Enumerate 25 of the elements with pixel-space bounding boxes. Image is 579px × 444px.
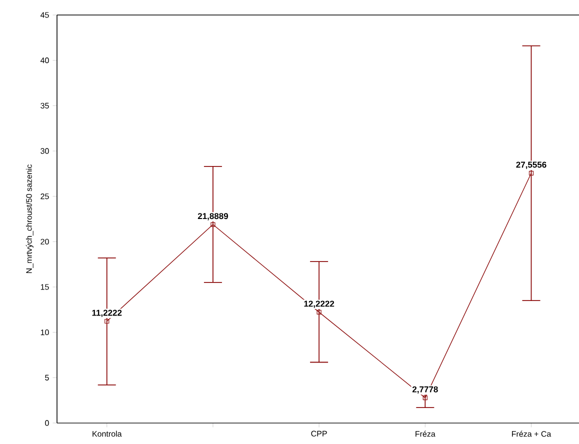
data-label: 2,7778 <box>412 386 438 394</box>
x-tick-label: Kontrola <box>92 430 122 437</box>
data-label: 12,2222 <box>304 300 334 308</box>
data-label: 11,2222 <box>92 310 122 318</box>
y-axis-title: N_mrtvých_chroust/50 sazenic <box>26 164 34 274</box>
x-tick-label: Fréza + Ca <box>512 430 552 437</box>
y-tick-label: 20 <box>40 238 49 244</box>
x-tick-label: CPP <box>311 430 327 436</box>
y-tick-label: 15 <box>40 284 49 290</box>
y-tick-label: 40 <box>40 58 49 64</box>
point <box>316 310 322 314</box>
y-tick-label: 0 <box>45 420 49 426</box>
y-tick-label: 25 <box>40 193 49 200</box>
data-label: 21,8889 <box>198 213 228 220</box>
y-tick-label: 35 <box>40 102 49 108</box>
point <box>104 318 110 324</box>
y-tick-label: 30 <box>40 148 49 154</box>
data-label: 27,5556 <box>516 162 546 169</box>
point <box>210 222 216 227</box>
x-tick-label: Fréza <box>416 430 436 437</box>
point <box>422 396 428 400</box>
point <box>528 170 534 176</box>
y-tick-label: 45 <box>40 12 49 18</box>
y-tick-label: 5 <box>45 374 49 380</box>
y-tick-label: 10 <box>40 329 49 336</box>
